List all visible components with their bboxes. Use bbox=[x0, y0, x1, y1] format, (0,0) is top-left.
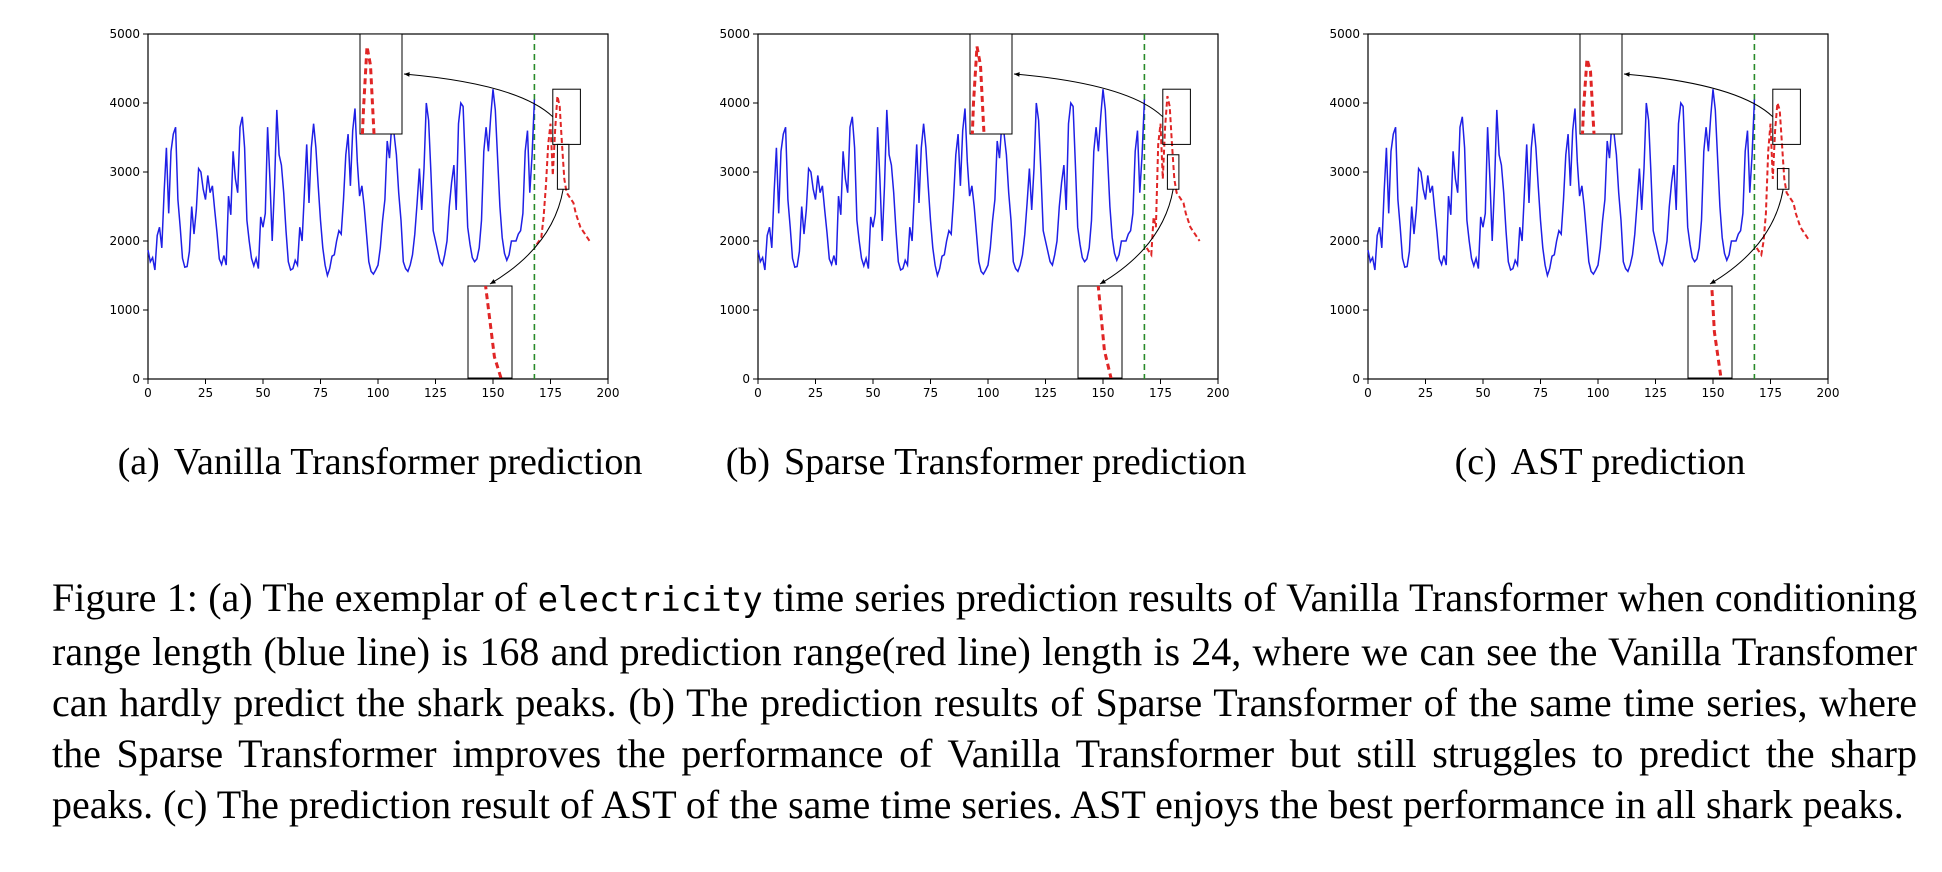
zoom-source-box-lower bbox=[556, 143, 570, 190]
x-tick-label: 75 bbox=[1533, 386, 1548, 400]
x-tick-label: 75 bbox=[313, 386, 328, 400]
x-tick-label: 125 bbox=[1034, 386, 1057, 400]
zoom-source-box-upper bbox=[1772, 88, 1801, 145]
zoom-arrowhead-upper bbox=[1624, 72, 1630, 77]
x-tick-label: 175 bbox=[539, 386, 562, 400]
y-tick-label: 3000 bbox=[1329, 165, 1360, 179]
zoom-inset-lower bbox=[1077, 285, 1123, 379]
y-tick-label: 2000 bbox=[109, 234, 140, 248]
y-tick-label: 0 bbox=[1352, 372, 1360, 386]
caption-part-a: (a) The exemplar of bbox=[208, 575, 528, 620]
subplot-vanilla-transformer: 0 25 50 75 100 125 150 175 200010002000300040005… bbox=[109, 27, 620, 400]
x-tick-label: 150 bbox=[1702, 386, 1725, 400]
zoom-arrowhead-upper bbox=[404, 72, 410, 77]
x-tick-label: 25 bbox=[1418, 386, 1433, 400]
prediction-line bbox=[1755, 102, 1811, 258]
y-tick-label: 5000 bbox=[109, 27, 140, 41]
subcaption-a: (a) Vanilla Transformer prediction bbox=[80, 440, 680, 484]
caption-body: time series prediction results of Vanill… bbox=[52, 575, 1918, 827]
y-tick-label: 1000 bbox=[109, 303, 140, 317]
x-tick-label: 175 bbox=[1759, 386, 1782, 400]
y-tick-label: 4000 bbox=[719, 96, 750, 110]
x-tick-label: 200 bbox=[597, 386, 620, 400]
zoom-inset-lower bbox=[467, 285, 513, 379]
inset-prediction-line bbox=[970, 46, 986, 134]
subplot-sparse-transformer: 0 25 50 75 100 125 150 175 200010002000300040005… bbox=[719, 27, 1230, 400]
zoom-arrowhead-lower bbox=[490, 279, 496, 284]
x-tick-label: 200 bbox=[1817, 386, 1840, 400]
x-tick-label: 0 bbox=[1364, 386, 1372, 400]
zoom-inset-upper bbox=[1579, 33, 1623, 135]
dataset-name: electricity bbox=[537, 580, 763, 620]
zoom-connector-lower bbox=[489, 189, 564, 285]
x-tick-label: 0 bbox=[754, 386, 762, 400]
subcaption-b: (b) Sparse Transformer prediction bbox=[686, 440, 1286, 484]
inset-prediction-line bbox=[1096, 286, 1113, 378]
x-tick-label: 125 bbox=[1644, 386, 1667, 400]
x-tick-label: 50 bbox=[255, 386, 270, 400]
subcaption-a-text: Vanilla Transformer prediction bbox=[173, 441, 643, 483]
y-tick-label: 2000 bbox=[719, 234, 750, 248]
zoom-connector-upper bbox=[403, 73, 554, 118]
x-tick-label: 200 bbox=[1207, 386, 1230, 400]
zoom-source-box-lower bbox=[1776, 168, 1790, 190]
x-tick-label: 50 bbox=[865, 386, 880, 400]
y-tick-label: 0 bbox=[742, 372, 750, 386]
subcaption-b-text: Sparse Transformer prediction bbox=[784, 441, 1247, 483]
x-tick-label: 125 bbox=[424, 386, 447, 400]
y-tick-label: 1000 bbox=[719, 303, 750, 317]
zoom-connector-upper bbox=[1013, 73, 1164, 118]
inset-prediction-line bbox=[1580, 58, 1596, 134]
x-tick-label: 75 bbox=[923, 386, 938, 400]
conditioning-line bbox=[757, 89, 1146, 279]
x-tick-label: 150 bbox=[482, 386, 505, 400]
zoom-connector-lower bbox=[1099, 189, 1174, 285]
y-tick-label: 3000 bbox=[109, 165, 140, 179]
zoom-source-box-lower bbox=[1166, 154, 1180, 190]
y-tick-label: 4000 bbox=[1329, 96, 1360, 110]
x-tick-label: 25 bbox=[808, 386, 823, 400]
zoom-source-box-upper bbox=[1162, 88, 1191, 145]
y-tick-label: 5000 bbox=[1329, 27, 1360, 41]
zoom-arrowhead-lower bbox=[1710, 279, 1716, 284]
x-tick-label: 50 bbox=[1475, 386, 1490, 400]
y-tick-label: 1000 bbox=[1329, 303, 1360, 317]
x-tick-label: 25 bbox=[198, 386, 213, 400]
subplot-ast: 0 25 50 75 100 125 150 175 200010002000300040005… bbox=[1329, 27, 1840, 400]
y-tick-label: 3000 bbox=[719, 165, 750, 179]
x-tick-label: 150 bbox=[1092, 386, 1115, 400]
prediction-line bbox=[1145, 95, 1201, 258]
zoom-connector-lower bbox=[1709, 189, 1784, 285]
prediction-line bbox=[535, 95, 591, 245]
x-tick-label: 0 bbox=[144, 386, 152, 400]
figure-label: Figure 1: bbox=[52, 575, 198, 620]
subcaption-a-label: (a) bbox=[117, 441, 160, 483]
x-tick-label: 100 bbox=[1587, 386, 1610, 400]
x-tick-label: 100 bbox=[977, 386, 1000, 400]
subcaption-c-label: (c) bbox=[1454, 441, 1497, 483]
zoom-connector-upper bbox=[1623, 73, 1774, 118]
y-tick-label: 0 bbox=[132, 372, 140, 386]
conditioning-line bbox=[147, 89, 536, 279]
zoom-arrowhead-lower bbox=[1100, 279, 1106, 284]
x-tick-label: 175 bbox=[1149, 386, 1172, 400]
figure-caption: Figure 1: (a) The exemplar of electricit… bbox=[52, 572, 1917, 830]
subcaption-c-text: AST prediction bbox=[1510, 441, 1746, 483]
subcaption-b-label: (b) bbox=[725, 441, 771, 483]
zoom-inset-lower bbox=[1687, 285, 1733, 379]
y-tick-label: 2000 bbox=[1329, 234, 1360, 248]
conditioning-line bbox=[1367, 89, 1756, 279]
y-tick-label: 5000 bbox=[719, 27, 750, 41]
zoom-arrowhead-upper bbox=[1014, 72, 1020, 77]
y-tick-label: 4000 bbox=[109, 96, 140, 110]
subcaption-c: (c) AST prediction bbox=[1300, 440, 1900, 484]
x-tick-label: 100 bbox=[367, 386, 390, 400]
